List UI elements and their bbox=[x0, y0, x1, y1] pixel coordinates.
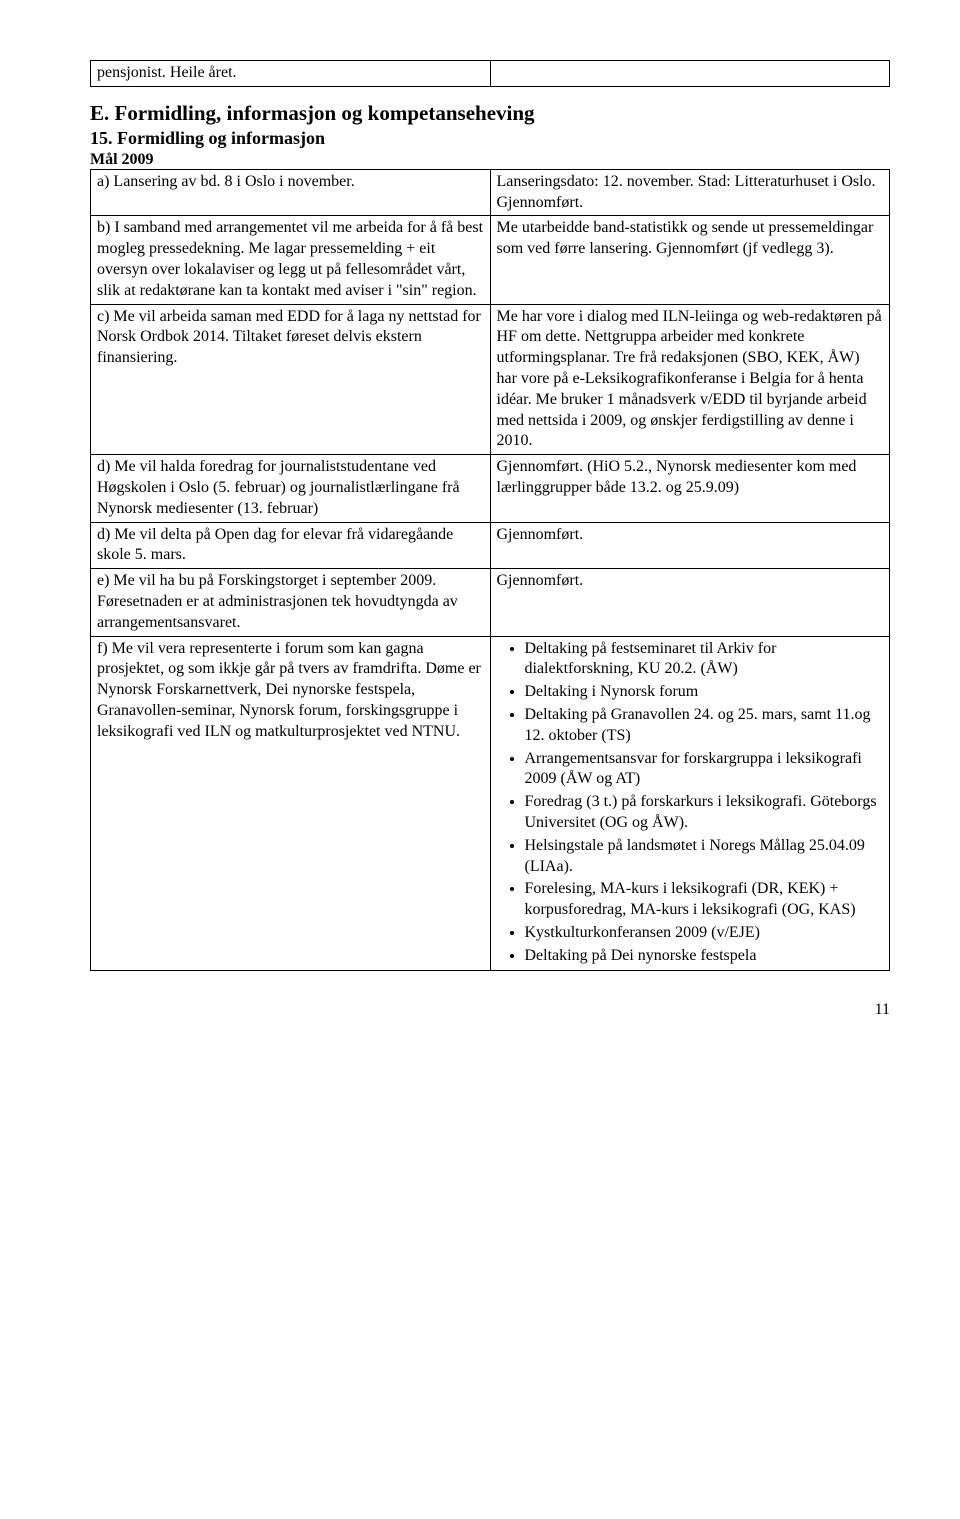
top-note-table: pensjonist. Heile året. bbox=[90, 60, 890, 87]
cell-right: Gjennomført. bbox=[490, 569, 890, 636]
cell-right: Gjennomført. (HiO 5.2., Nynorsk mediesen… bbox=[490, 455, 890, 522]
section-e-subheading: 15. Formidling og informasjon bbox=[90, 128, 890, 149]
cell-left: d) Me vil delta på Open dag for elevar f… bbox=[91, 522, 491, 569]
list-item: Forelesing, MA-kurs i leksikografi (DR, … bbox=[525, 879, 884, 921]
cell-left: a) Lansering av bd. 8 i Oslo i november. bbox=[91, 169, 491, 216]
cell-left: b) I samband med arrangementet vil me ar… bbox=[91, 216, 491, 304]
top-right-cell bbox=[490, 61, 890, 87]
table-row: a) Lansering av bd. 8 i Oslo i november.… bbox=[91, 169, 890, 216]
cell-left: f) Me vil vera representerte i forum som… bbox=[91, 636, 491, 971]
section-e-heading: E. Formidling, informasjon og kompetanse… bbox=[90, 101, 890, 126]
list-item: Deltaking i Nynorsk forum bbox=[525, 682, 884, 703]
table-row: d) Me vil delta på Open dag for elevar f… bbox=[91, 522, 890, 569]
list-item: Deltaking på Granavollen 24. og 25. mars… bbox=[525, 705, 884, 747]
table-row: f) Me vil vera representerte i forum som… bbox=[91, 636, 890, 971]
list-item: Arrangementsansvar for forskargruppa i l… bbox=[525, 749, 884, 791]
bullet-list: Deltaking på festseminaret til Arkiv for… bbox=[497, 639, 884, 967]
list-item: Deltaking på Dei nynorske festspela bbox=[525, 946, 884, 967]
cell-left: d) Me vil halda foredrag for journalists… bbox=[91, 455, 491, 522]
cell-right: Gjennomført. bbox=[490, 522, 890, 569]
main-table: a) Lansering av bd. 8 i Oslo i november.… bbox=[90, 169, 890, 972]
cell-right: Me utarbeidde band-statistikk og sende u… bbox=[490, 216, 890, 304]
cell-left: e) Me vil ha bu på Forskingstorget i sep… bbox=[91, 569, 491, 636]
list-item: Deltaking på festseminaret til Arkiv for… bbox=[525, 639, 884, 681]
cell-right: Me har vore i dialog med ILN-leiinga og … bbox=[490, 304, 890, 455]
page-number: 11 bbox=[90, 1001, 890, 1019]
list-item: Kystkulturkonferansen 2009 (v/EJE) bbox=[525, 923, 884, 944]
cell-left: c) Me vil arbeida saman med EDD for å la… bbox=[91, 304, 491, 455]
table-row: c) Me vil arbeida saman med EDD for å la… bbox=[91, 304, 890, 455]
cell-right: Deltaking på festseminaret til Arkiv for… bbox=[490, 636, 890, 971]
top-left-cell: pensjonist. Heile året. bbox=[91, 61, 491, 87]
mal-label: Mål 2009 bbox=[90, 151, 890, 169]
table-row: d) Me vil halda foredrag for journalists… bbox=[91, 455, 890, 522]
list-item: Helsingstale på landsmøtet i Noregs Måll… bbox=[525, 836, 884, 878]
list-item: Foredrag (3 t.) på forskarkurs i leksiko… bbox=[525, 792, 884, 834]
table-row: e) Me vil ha bu på Forskingstorget i sep… bbox=[91, 569, 890, 636]
table-row: b) I samband med arrangementet vil me ar… bbox=[91, 216, 890, 304]
cell-right: Lanseringsdato: 12. november. Stad: Litt… bbox=[490, 169, 890, 216]
